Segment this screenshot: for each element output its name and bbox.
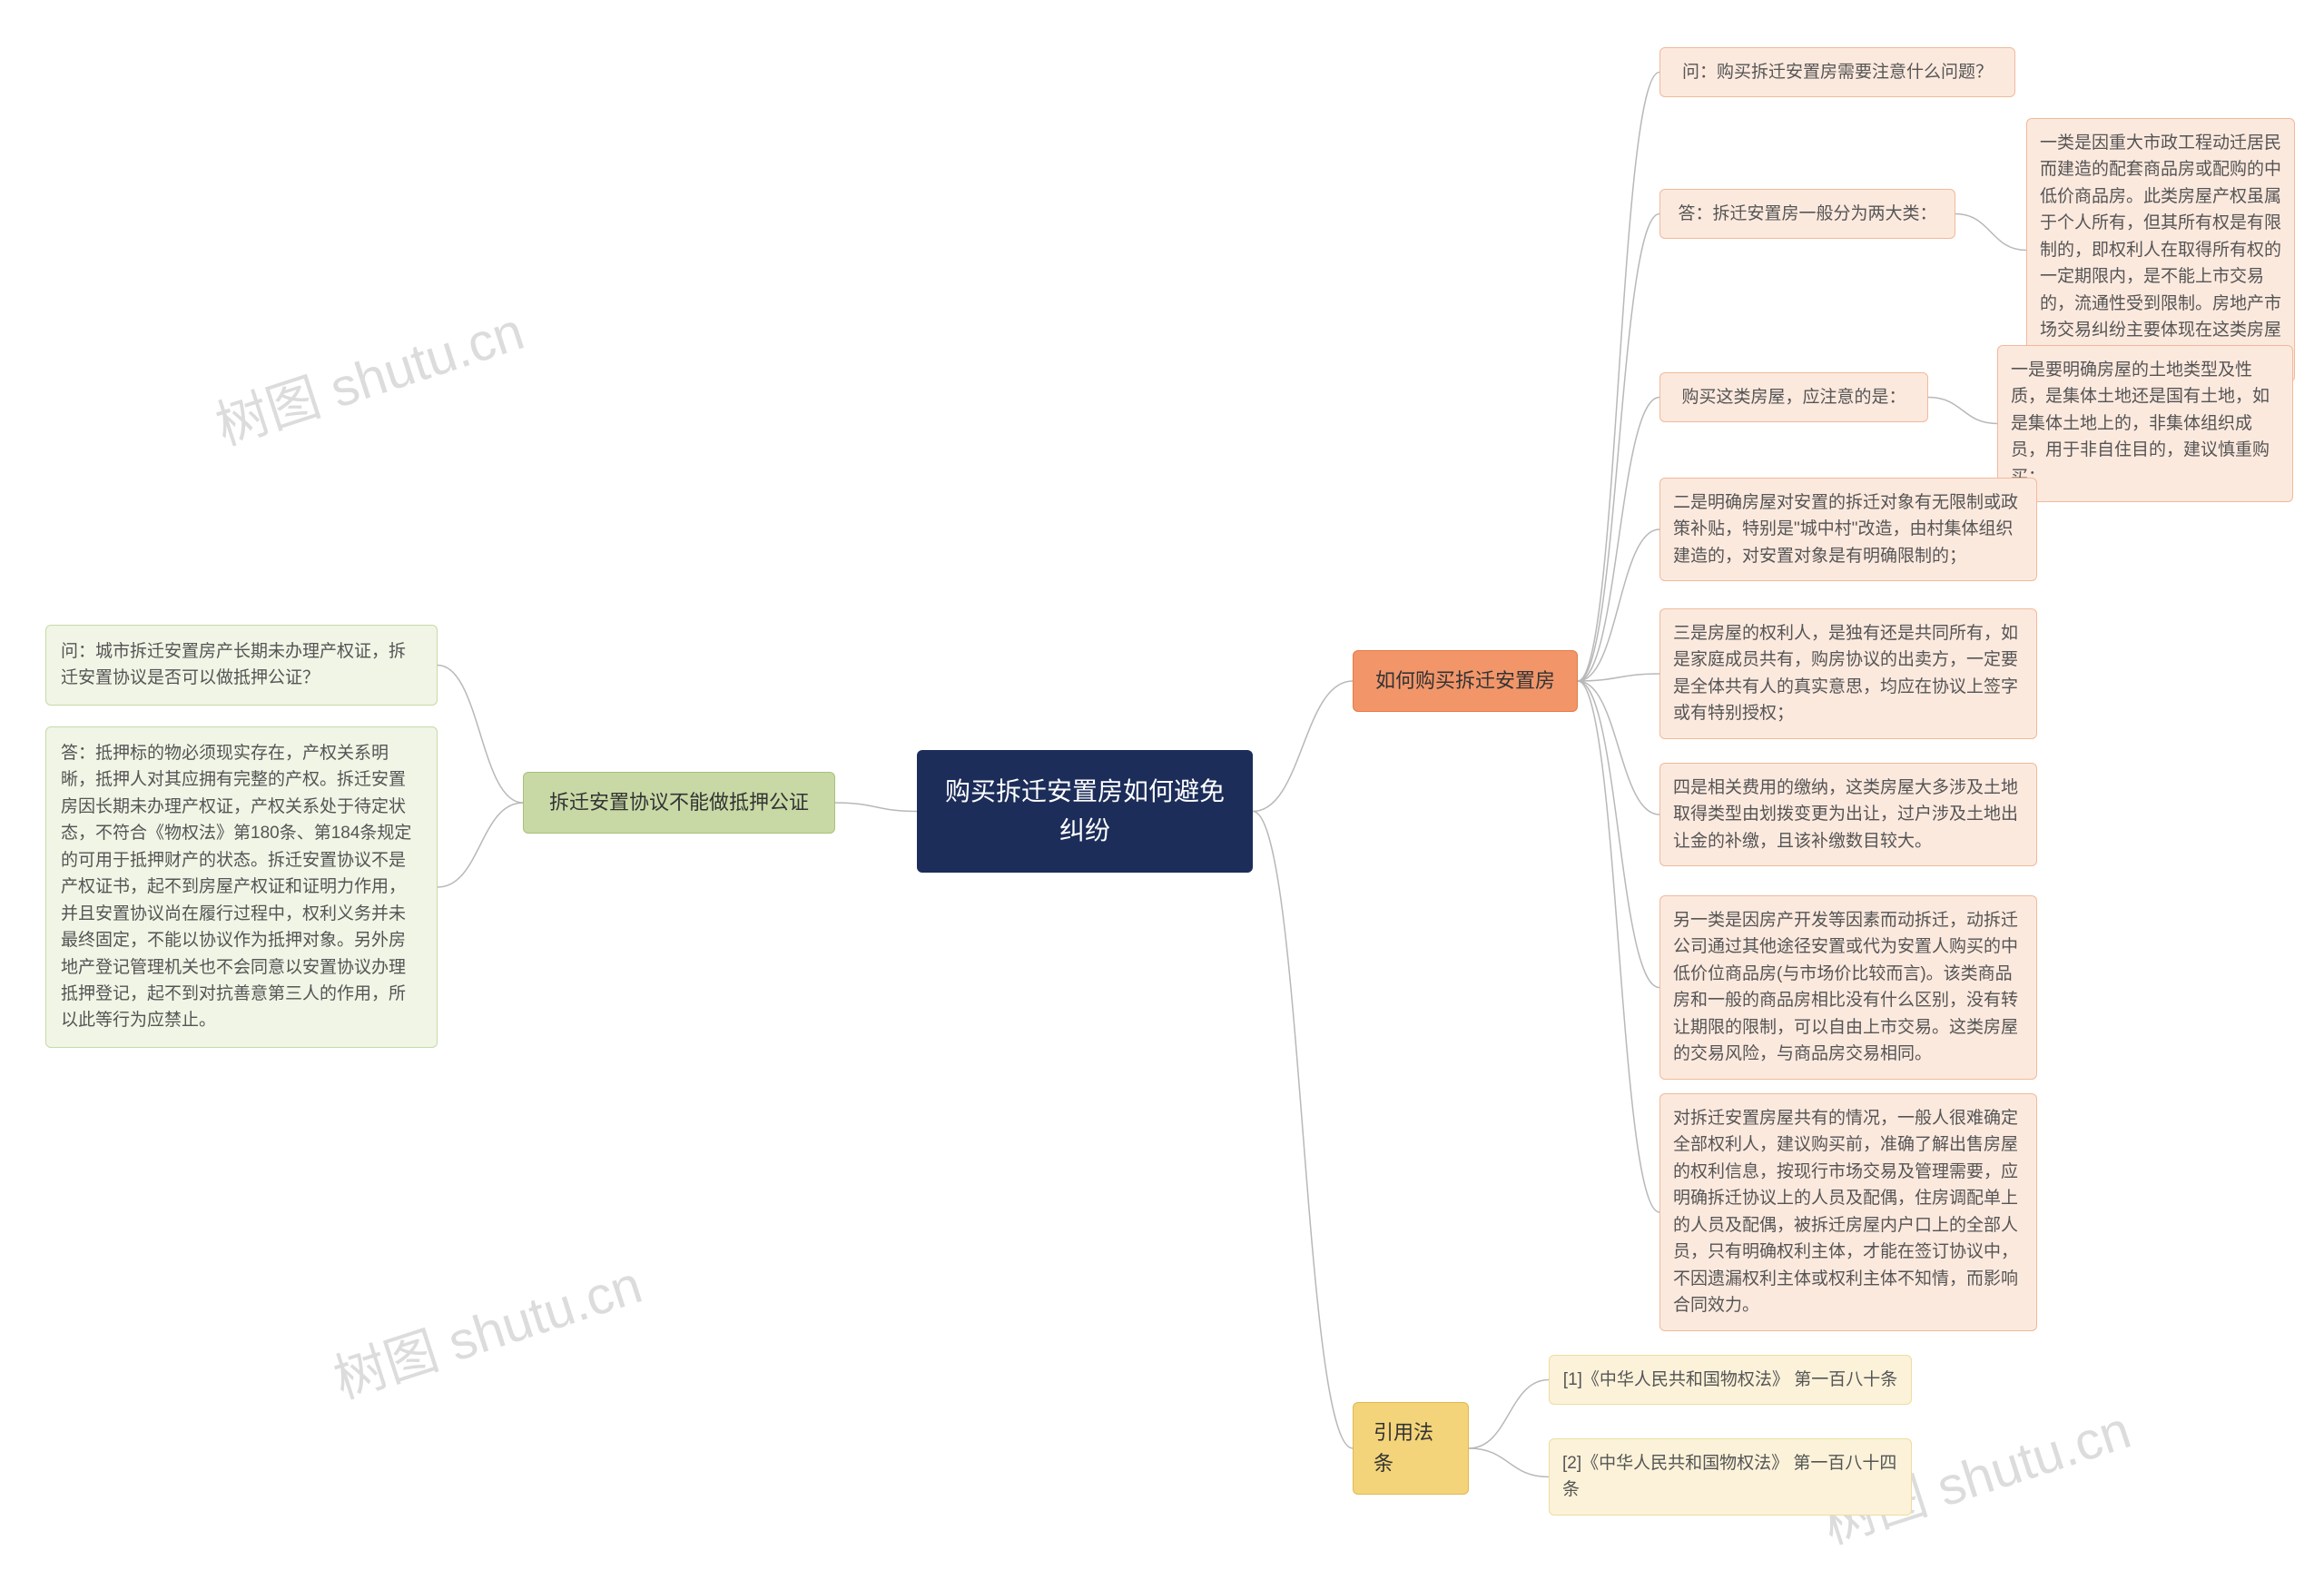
left-leaf: 问：城市拆迁安置房产长期未办理产权证，拆迁安置协议是否可以做抵押公证？	[45, 625, 438, 706]
watermark: 树图 shutu.cn	[323, 1242, 650, 1413]
how-leaf: 二是明确房屋对安置的拆迁对象有无限制或政策补贴，特别是"城中村"改造，由村集体组…	[1659, 478, 2037, 581]
watermark: 树图 shutu.cn	[205, 289, 532, 459]
how-leaf: 对拆迁安置房屋共有的情况，一般人很难确定全部权利人，建议购买前，准确了解出售房屋…	[1659, 1093, 2037, 1331]
how-leaf: 三是房屋的权利人，是独有还是共同所有，如是家庭成员共有，购房协议的出卖方，一定要…	[1659, 608, 2037, 739]
how-leaf-sub: 一类是因重大市政工程动迁居民而建造的配套商品房或配购的中低价商品房。此类房屋产权…	[2026, 118, 2295, 382]
how-leaf: 另一类是因房产开发等因素而动拆迁，动拆迁公司通过其他途径安置或代为安置人购买的中…	[1659, 895, 2037, 1080]
center-node: 购买拆迁安置房如何避免 纠纷	[917, 750, 1253, 873]
law-leaf: [1]《中华人民共和国物权法》 第一百八十条	[1549, 1355, 1912, 1405]
how-leaf: 购买这类房屋，应注意的是：	[1659, 372, 1928, 422]
how-leaf-sub: 一是要明确房屋的土地类型及性质，是集体土地还是国有土地，如是集体土地上的，非集体…	[1997, 345, 2293, 502]
law-leaf: [2]《中华人民共和国物权法》 第一百八十四条	[1549, 1438, 1912, 1516]
how-leaf: 问：购买拆迁安置房需要注意什么问题？	[1659, 47, 2015, 97]
right-branch-how: 如何购买拆迁安置房	[1353, 650, 1578, 712]
left-leaf: 答：抵押标的物必须现实存在，产权关系明晰，抵押人对其应拥有完整的产权。拆迁安置房…	[45, 726, 438, 1048]
left-branch: 拆迁安置协议不能做抵押公证	[523, 772, 835, 834]
how-leaf: 四是相关费用的缴纳，这类房屋大多涉及土地取得类型由划拨变更为出让，过户涉及土地出…	[1659, 763, 2037, 866]
how-leaf: 答：拆迁安置房一般分为两大类：	[1659, 189, 1955, 239]
right-branch-law: 引用法条	[1353, 1402, 1469, 1495]
